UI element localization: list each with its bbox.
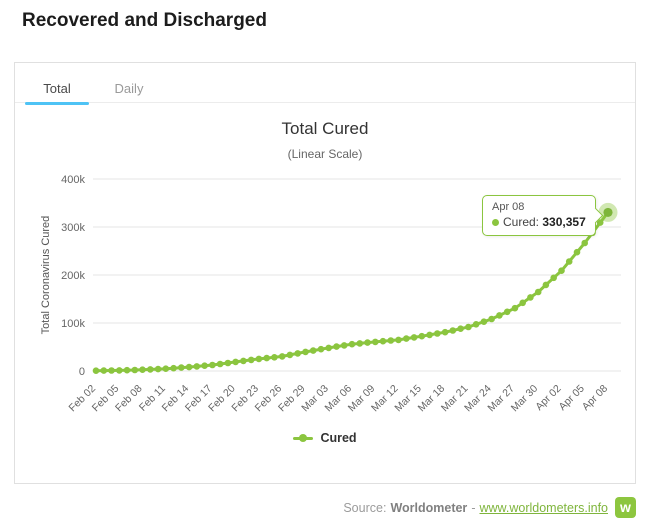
source-name: Worldometer [390,500,468,515]
worldometer-logo-icon[interactable]: w [615,497,636,518]
svg-text:100k: 100k [61,318,85,330]
chart-plot-svg[interactable]: 0 100k 200k 300k 400k Total Coronavirus Cured… [15,103,635,483]
svg-text:300k: 300k [61,222,85,234]
chart-area: Total Cured (Linear Scale) 0 100k 200k 300k… [15,103,635,483]
tab-daily[interactable]: Daily [114,81,144,96]
cured-legend-marker-icon [293,434,314,442]
chart-panel: Total Daily Total Cured (Linear Scale) 0… [14,62,636,484]
source-dash: - [471,500,476,515]
svg-text:Apr 08: Apr 08 [580,383,610,413]
tab-bar: Total Daily [15,63,635,105]
svg-text:0: 0 [79,366,85,378]
legend-label: Cured [320,431,357,445]
tooltip-line: Cured: 330,357 [492,215,586,229]
source-attribution: Source: Worldometer - www.worldometers.i… [343,497,636,518]
svg-text:200k: 200k [61,270,85,282]
tooltip-value: 330,357 [542,215,586,229]
chart-title: Total Cured [281,119,369,138]
page-title: Recovered and Discharged [22,10,267,31]
cured-series-bullet-icon [492,219,499,226]
tooltip-date: Apr 08 [492,201,525,213]
legend-item-cured[interactable]: Cured [15,431,635,445]
source-prefix: Source: [343,500,387,515]
tab-total[interactable]: Total [23,63,91,105]
worldometers-link[interactable]: www.worldometers.info [479,500,608,515]
svg-text:400k: 400k [61,174,85,186]
chart-tooltip: Apr 08 Cured: 330,357 [482,195,596,236]
tooltip-label: Cured: [503,215,540,229]
svg-text:Total Coronavirus Cured: Total Coronavirus Cured [40,216,52,335]
chart-subtitle: (Linear Scale) [287,147,363,161]
svg-text:Mar 30: Mar 30 [509,383,541,415]
